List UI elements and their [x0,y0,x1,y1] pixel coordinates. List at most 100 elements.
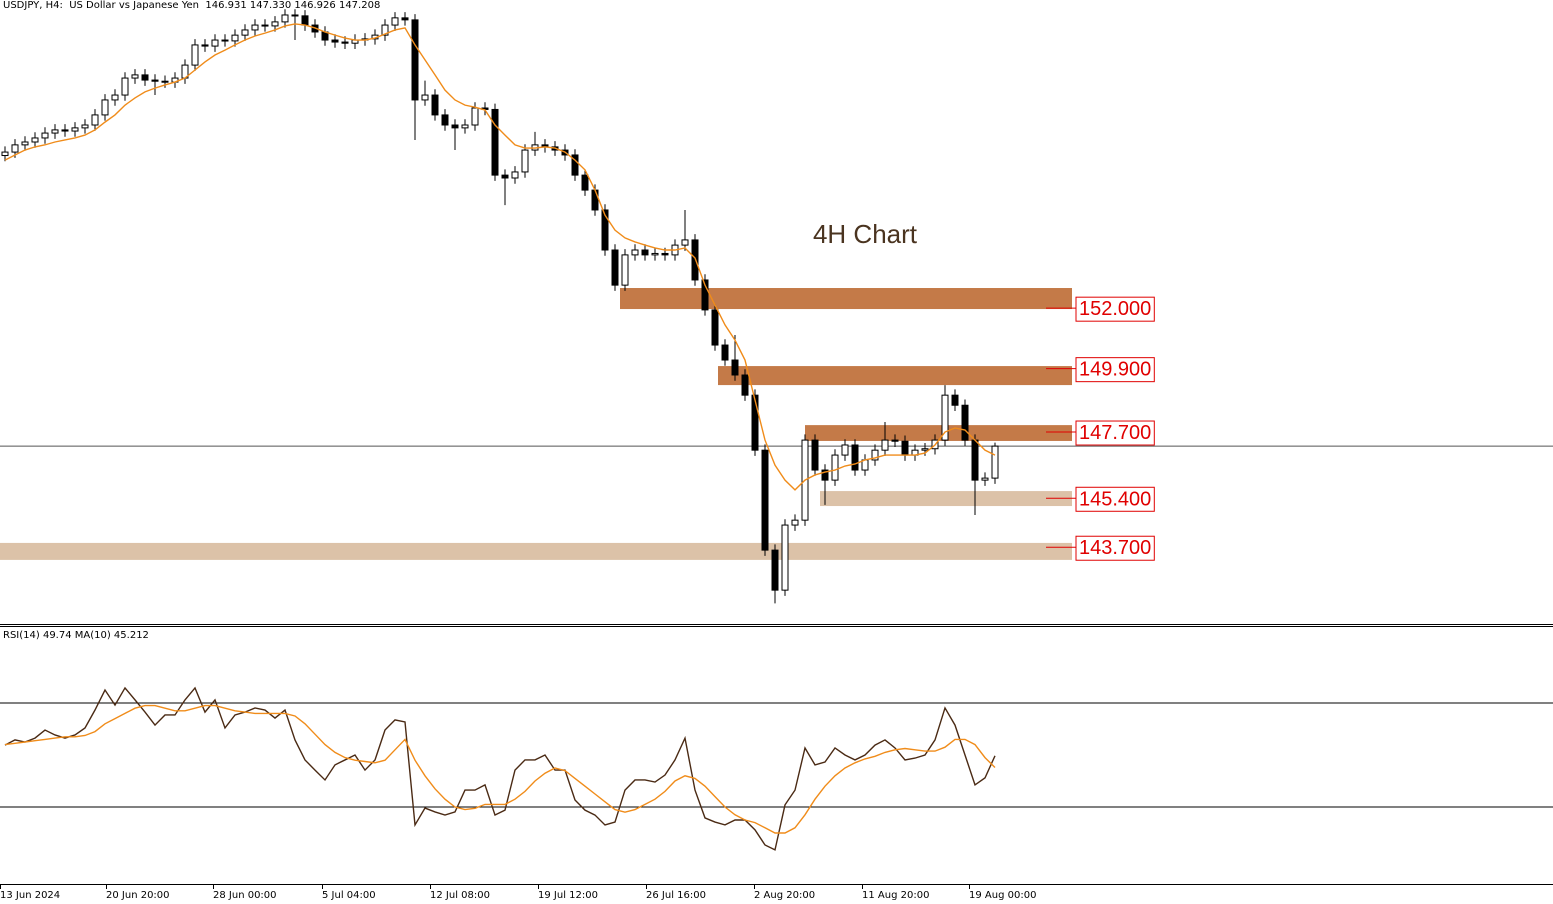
candle-body [161,80,169,83]
candle-body [421,94,429,101]
indicator-line [4,704,996,834]
candle-body [871,449,879,461]
candle-body [891,439,899,442]
candle-body [441,114,449,126]
level-label: 145.400 [1079,488,1151,510]
candle-body [61,129,69,132]
candle-body [791,519,799,526]
candle-body [631,249,639,256]
candle-body [851,444,859,471]
candle-body [131,74,139,79]
candle-body [641,249,649,256]
candle-body [391,17,399,26]
indicator-line [4,686,996,851]
candle-body [111,94,119,101]
candle-body [231,34,239,42]
candle-body [241,29,249,36]
candle-body [721,344,729,361]
candle-body [971,439,979,481]
x-tick-label: 2 Aug 20:00 [754,890,815,901]
candle-body [341,41,349,44]
candle-body [841,444,849,456]
zone [0,542,1072,560]
level-label-box [1075,535,1155,561]
candle-body [81,124,89,129]
candle-body [191,44,199,66]
candle-body [751,394,759,451]
candle-body [301,15,309,26]
zone [620,288,1072,310]
candle-body [401,17,409,21]
level-label-box [1075,486,1155,512]
level-label-box [1075,357,1155,383]
annotation: 4H Chart [813,219,918,249]
candle-body [31,137,39,143]
candle-body [271,21,279,27]
candle-body [431,94,439,116]
candle-body [251,24,259,31]
candle-body [41,132,49,139]
candle-body [71,127,79,132]
candle-body [621,254,629,286]
level-label-box [1075,296,1155,322]
candle-body [741,374,749,396]
candle-body [1,151,9,157]
candle-body [651,252,659,256]
candle-body [471,107,479,126]
candle-body [141,74,149,81]
candle-body [201,44,209,47]
candle-body [901,440,909,456]
candle-body [221,39,229,42]
level-label: 143.700 [1079,537,1151,559]
candle-body [281,14,289,23]
candle-body [511,171,519,179]
level-label-box [1075,420,1155,446]
candle-body [981,477,989,481]
x-tick-label: 26 Jul 16:00 [646,890,706,901]
x-tick-label: 28 Jun 00:00 [213,890,277,901]
candle-body [51,129,59,134]
candle-body [951,394,959,406]
x-tick-label: 13 Jun 2024 [0,890,60,901]
x-tick-label: 19 Aug 00:00 [969,890,1036,901]
candle-body [291,14,299,17]
candle-body [831,454,839,481]
x-tick-label: 20 Jun 20:00 [106,890,170,901]
candle-body [681,239,689,246]
candle-body [21,141,29,146]
candle-body [581,174,589,191]
candle-body [461,124,469,129]
level-label: 147.700 [1079,422,1151,444]
chart-title: USDJPY, H4: US Dollar vs Japanese Yen 14… [3,0,380,11]
x-tick-label: 5 Jul 04:00 [322,890,376,901]
candle-body [611,249,619,286]
candle-body [601,209,609,251]
x-tick-label: 11 Aug 20:00 [862,890,929,901]
candle-body [211,39,219,47]
candle-body [151,79,159,82]
level-label: 149.900 [1079,359,1151,381]
candle-body [661,252,669,256]
candle-body [941,394,949,441]
zone [820,491,1072,507]
candle-body [331,39,339,43]
candle-body [521,149,529,173]
candle-body [571,154,579,176]
candle-body [821,469,829,481]
candle-body [781,524,789,591]
candle-body [381,24,389,36]
candle-body [451,124,459,129]
candle-body [121,77,129,96]
candle-body [961,404,969,441]
candle-body [591,189,599,211]
moving-average [4,23,996,491]
indicator-title: RSI(14) 49.74 MA(10) 45.212 [3,630,149,641]
zone [718,366,1072,386]
x-tick-label: 19 Jul 12:00 [538,890,598,901]
candle-body [921,448,929,451]
zone [805,425,1072,441]
candle-body [701,279,709,311]
